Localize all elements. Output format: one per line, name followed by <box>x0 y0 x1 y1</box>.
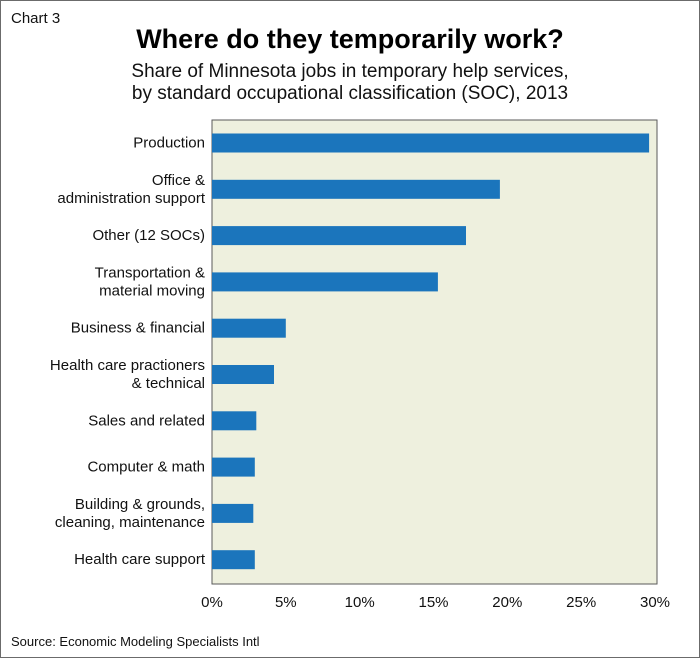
category-label-3-line-0: Transportation & <box>95 264 205 281</box>
category-label-1-line-1: administration support <box>57 190 205 207</box>
category-label-8-line-0: Building & grounds, <box>75 496 205 513</box>
category-label-5-line-0: Health care practioners <box>50 357 205 374</box>
x-tick-label-3: 15% <box>418 594 448 611</box>
category-label-0: Production <box>133 135 205 152</box>
category-label-6: Sales and related <box>88 412 205 429</box>
bar-6 <box>212 411 257 431</box>
x-tick-label-2: 10% <box>345 594 375 611</box>
category-label-8-line-1: cleaning, maintenance <box>55 514 205 531</box>
category-label-4: Business & financial <box>71 320 205 337</box>
chart-number-label: Chart 3 <box>11 10 61 27</box>
bars-layer <box>212 133 650 570</box>
category-label-7: Computer & math <box>87 459 205 476</box>
chart-subtitle-line-1: Share of Minnesota jobs in temporary hel… <box>131 61 569 82</box>
bar-2 <box>212 226 466 246</box>
x-tick-label-6: 30% <box>640 594 670 611</box>
x-tick-label-0: 0% <box>201 594 223 611</box>
source-note: Source: Economic Modeling Specialists In… <box>11 634 260 649</box>
bar-7 <box>212 457 255 477</box>
x-tick-label-5: 25% <box>566 594 596 611</box>
bar-3 <box>212 272 438 292</box>
bar-8 <box>212 503 254 523</box>
x-tick-label-1: 5% <box>275 594 297 611</box>
bar-5 <box>212 365 274 384</box>
category-label-9: Health care support <box>74 551 206 568</box>
bar-9 <box>212 550 255 570</box>
x-axis-ticks: 0% 5% 10% 15% 20% 25% 30% <box>201 594 670 611</box>
category-label-2: Other (12 SOCs) <box>92 227 205 244</box>
category-label-3-line-1: material moving <box>99 282 205 299</box>
category-label-1-line-0: Office & <box>152 172 205 189</box>
category-labels: Production Office &administration support… <box>50 135 206 569</box>
bar-0 <box>212 133 650 153</box>
chart-subtitle-line-2: by standard occupational classification … <box>131 83 569 104</box>
x-tick-label-4: 20% <box>492 594 522 611</box>
bar-4 <box>212 318 286 338</box>
bar-1 <box>212 179 500 199</box>
category-label-5-line-1: & technical <box>132 375 205 392</box>
chart-title: Where do they temporarily work? <box>136 24 564 54</box>
